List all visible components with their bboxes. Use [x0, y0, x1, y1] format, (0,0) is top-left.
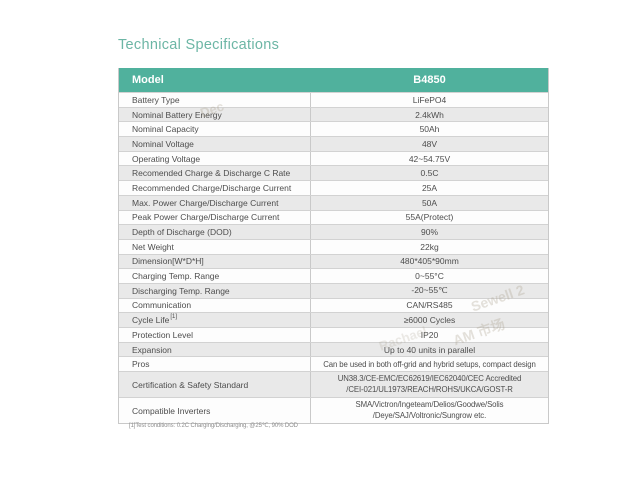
row-depth-of-discharge: Depth of Discharge (DOD) 90% [119, 224, 548, 239]
spec-label: Battery Type [119, 93, 311, 107]
footnote-marker: [1] [170, 314, 177, 321]
row-compatible-inverters: Compatible Inverters SMA/Victron/Ingetea… [119, 397, 548, 424]
model-header-label: Model [132, 74, 164, 86]
spec-value: 2.4kWh [415, 109, 444, 120]
spec-value: IP20 [420, 329, 439, 340]
row-communication: Communication CAN/RS485 [119, 297, 548, 313]
row-protection-level: Protection Level IP20 [119, 327, 548, 342]
spec-value: LiFePO4 [412, 94, 447, 105]
spec-label-text: Cycle Life [132, 315, 170, 326]
row-cycle-life: Cycle Life [1] ≥6000 Cycles [119, 312, 548, 327]
spec-value-line: /CEI-021/UL1973/REACH/ROHS/UKCA/GOST-R [346, 384, 513, 394]
spec-value: SMA/Victron/Ingeteam/Delios/Goodwe/Solis… [311, 398, 548, 423]
spec-label: Peak Power Charge/Discharge Current [119, 210, 311, 225]
row-charging-temp-range: Charging Temp. Range 0~55°C [119, 268, 548, 283]
spec-value: 0.5C [420, 168, 439, 179]
spec-value: 50Ah [419, 124, 440, 135]
spec-value-line: UN38.3/CE-EMC/EC62619/IEC62040/CEC Accre… [337, 374, 522, 384]
spec-label: Dimension[W*D*H] [119, 254, 311, 269]
spec-label: Charging Temp. Range [119, 269, 311, 283]
spec-label: Discharging Temp. Range [119, 283, 311, 298]
spec-value: 0~55°C [415, 271, 444, 282]
row-nominal-capacity: Nominal Capacity 50Ah [119, 121, 548, 137]
row-max-power-current: Max. Power Charge/Discharge Current 50A [119, 194, 548, 210]
spec-label: Operating Voltage [119, 151, 311, 166]
spec-value: CAN/RS485 [406, 300, 453, 311]
spec-label: Certification & Safety Standard [119, 372, 311, 398]
model-header-value: B4850 [413, 74, 446, 86]
spec-value: Can be used in both off-grid and hybrid … [323, 359, 536, 369]
row-net-weight: Net Weight 22kg [119, 238, 548, 254]
spec-label: Nominal Battery Energy [119, 107, 311, 122]
spec-value: 50A [421, 197, 438, 208]
spec-label: Recomended Charge & Discharge C Rate [119, 166, 311, 181]
spec-value: 42~54.75V [408, 153, 451, 164]
row-discharging-temp-range: Discharging Temp. Range -20~55℃ [119, 282, 548, 298]
spec-label: Expansion [119, 342, 311, 357]
spec-value: Up to 40 units in parallel [383, 344, 476, 355]
spec-label: Depth of Discharge (DOD) [119, 225, 311, 239]
spec-value-line: /Deye/SAJ/Voltronic/Sungrow etc. [372, 410, 487, 420]
spec-value: -20~55℃ [411, 285, 448, 296]
footnote: [1]Test conditions: 0.2C Charging/Discha… [129, 423, 298, 429]
page-title: Technical Specifications [118, 37, 280, 53]
spec-label: Recommended Charge/Discharge Current [119, 181, 311, 195]
spec-label: Protection Level [119, 328, 311, 342]
spec-table: Model B4850 Battery Type LiFePO4 Nominal… [118, 68, 549, 425]
spec-label: Max. Power Charge/Discharge Current [119, 195, 311, 210]
spec-value: 25A [421, 182, 438, 193]
spec-label: Cycle Life [1] [119, 313, 311, 327]
row-dimension: Dimension[W*D*H] 480*405*90mm [119, 253, 548, 269]
spec-label: Nominal Capacity [119, 122, 311, 137]
spec-value: ≥6000 Cycles [403, 315, 456, 326]
row-certification: Certification & Safety Standard UN38.3/C… [119, 371, 548, 398]
spec-value: 48V [421, 138, 438, 149]
row-expansion: Expansion Up to 40 units in parallel [119, 341, 548, 357]
spec-value: 480*405*90mm [400, 256, 459, 267]
spec-label: Nominal Voltage [119, 137, 311, 151]
spec-label: Communication [119, 298, 311, 313]
row-pros: Pros Can be used in both off-grid and hy… [119, 356, 548, 372]
row-nominal-battery-energy: Nominal Battery Energy 2.4kWh [119, 106, 548, 122]
row-battery-type: Battery Type LiFePO4 [119, 92, 548, 107]
spec-label: Pros [119, 357, 311, 372]
row-operating-voltage: Operating Voltage 42~54.75V [119, 150, 548, 166]
spec-label: Net Weight [119, 239, 311, 254]
row-nominal-voltage: Nominal Voltage 48V [119, 136, 548, 151]
spec-value: 22kg [420, 241, 439, 252]
row-recommended-current: Recommended Charge/Discharge Current 25A [119, 180, 548, 195]
row-peak-power-current: Peak Power Charge/Discharge Current 55A(… [119, 209, 548, 225]
spec-value: UN38.3/CE-EMC/EC62619/IEC62040/CEC Accre… [311, 372, 548, 397]
spec-value-line: SMA/Victron/Ingeteam/Delios/Goodwe/Solis [355, 400, 504, 410]
spec-label: Compatible Inverters [119, 398, 311, 424]
spec-value: 90% [420, 227, 438, 238]
table-header-row: Model B4850 [119, 68, 548, 92]
spec-value: 55A(Protect) [405, 212, 454, 223]
row-recommended-c-rate: Recomended Charge & Discharge C Rate 0.5… [119, 165, 548, 181]
